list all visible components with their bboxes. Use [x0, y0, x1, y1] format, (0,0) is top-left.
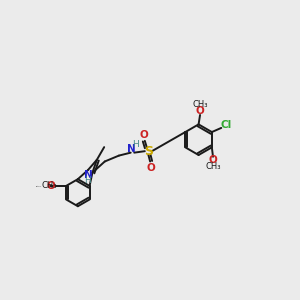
Text: H: H: [85, 176, 91, 185]
Text: O: O: [47, 181, 56, 191]
Text: Cl: Cl: [221, 120, 232, 130]
Text: CH₃: CH₃: [42, 182, 58, 190]
Text: methoxy: methoxy: [36, 185, 42, 187]
Text: N: N: [127, 143, 136, 154]
Text: CH₃: CH₃: [205, 162, 221, 171]
Text: O: O: [139, 130, 148, 140]
Text: O: O: [196, 106, 204, 116]
Text: S: S: [144, 145, 153, 158]
Text: O: O: [208, 155, 217, 165]
Text: CH₃: CH₃: [192, 100, 208, 109]
Text: O: O: [147, 163, 156, 173]
Text: H: H: [132, 140, 139, 149]
Text: N: N: [84, 170, 92, 180]
